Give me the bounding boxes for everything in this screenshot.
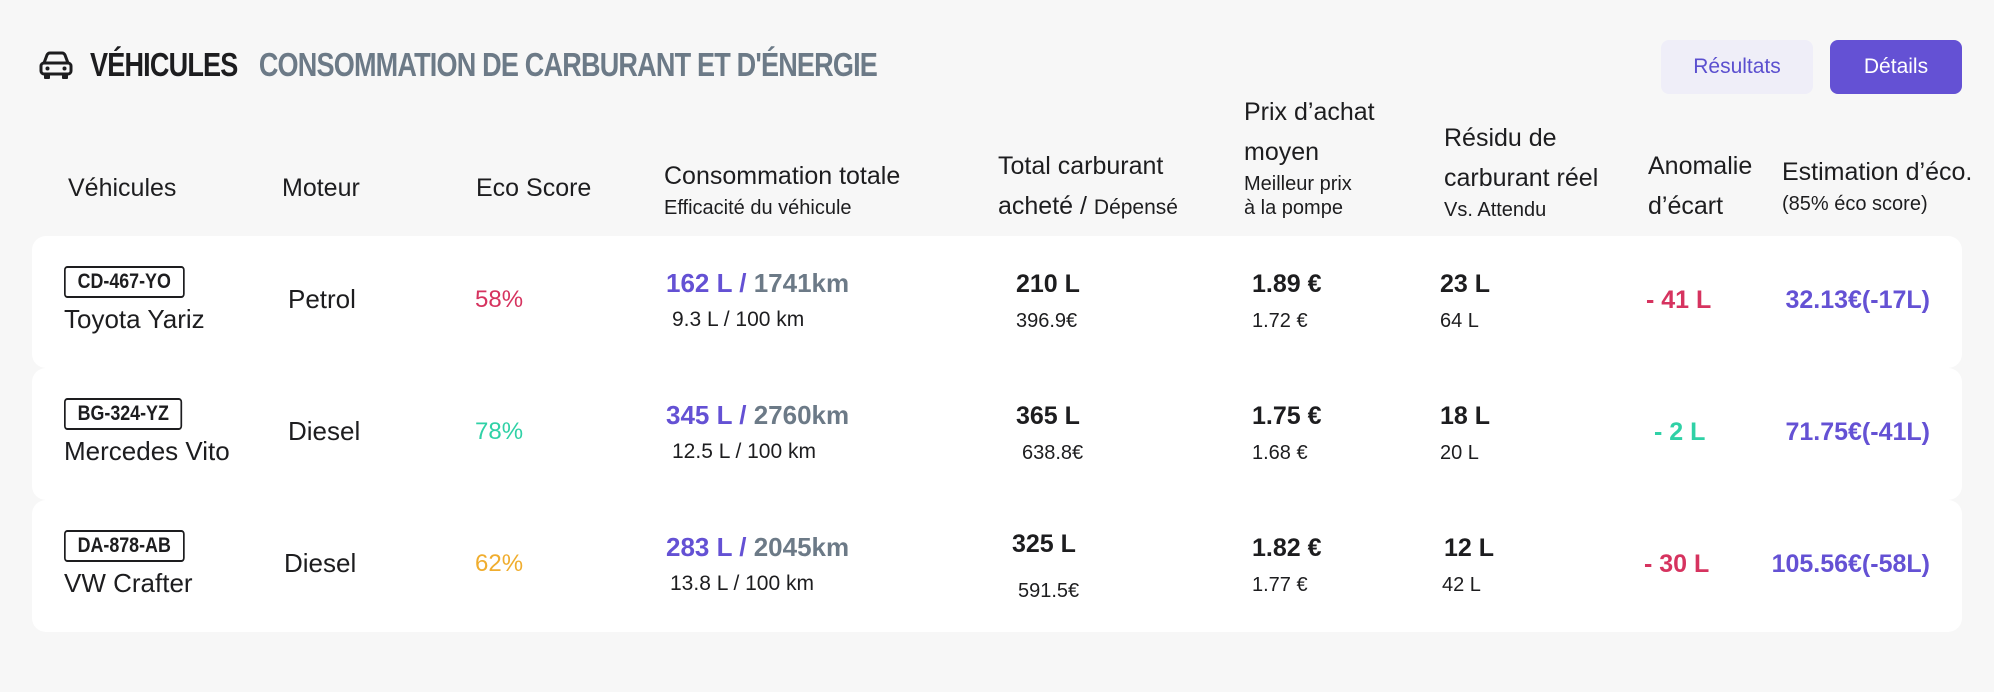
vehicle-efficiency: 13.8 L / 100 km — [670, 572, 814, 595]
eco-score: 62% — [475, 550, 524, 577]
residue-expected: 64 L — [1440, 310, 1479, 332]
best-price: 1.77 € — [1252, 574, 1308, 596]
average-price: 1.89 € — [1252, 270, 1322, 298]
engine-type: Petrol — [288, 284, 356, 314]
column-header-estimate-sub: (85% éco score) — [1782, 193, 1928, 215]
page-title: VÉHICULES — [90, 46, 238, 83]
fuel-spent: 396.9€ — [1016, 310, 1078, 332]
fuel-spent: 591.5€ — [1018, 580, 1080, 602]
column-header-consumption-sub: Efficacité du véhicule — [664, 197, 852, 219]
column-header-price-line1: Prix d’achat — [1244, 98, 1375, 126]
residue-real: 12 L — [1444, 534, 1495, 562]
average-price: 1.75 € — [1252, 402, 1322, 430]
total-consumption: 162 L / 1741km — [666, 268, 849, 299]
residue-expected: 20 L — [1440, 442, 1479, 464]
column-header-fuel: Total carburant acheté / Dépensé — [998, 146, 1178, 228]
column-header-estimate: Estimation d’éco. (85% éco score) — [1782, 152, 1972, 216]
residue-expected: 42 L — [1442, 574, 1481, 596]
license-plate: DA-878-AB — [64, 530, 185, 562]
savings-estimate: 71.75€(-41L) — [1785, 418, 1930, 446]
column-header-engine: Moteur — [282, 174, 360, 202]
column-header-consumption: Consommation totale Efficacité du véhicu… — [664, 156, 900, 220]
vehicle-name: Mercedes Vito — [64, 436, 230, 466]
residue-real: 23 L — [1440, 270, 1491, 298]
column-header-price: Prix d’achat moyen Meilleur prix à la po… — [1244, 92, 1375, 220]
engine-type: Diesel — [288, 416, 361, 446]
car-icon — [39, 51, 73, 79]
table-row[interactable]: BG-324-YZ Mercedes Vito Diesel 78% 345 L… — [32, 368, 1962, 500]
eco-score: 58% — [475, 286, 524, 313]
column-header-anomaly-line2: d’écart — [1648, 192, 1724, 220]
consumption-liters: 283 L / — [666, 532, 747, 562]
column-header-fuel-spent: Dépensé — [1093, 196, 1178, 219]
column-header-price-line2: moyen — [1244, 138, 1320, 166]
details-button[interactable]: Détails — [1830, 40, 1962, 94]
license-plate: CD-467-YO — [64, 266, 185, 298]
panel-title: VÉHICULES CONSOMMATION DE CARBURANT ET D'… — [90, 46, 878, 84]
column-header-fuel-line1: Total carburant — [998, 152, 1164, 180]
page-subtitle: CONSOMMATION DE CARBURANT ET D'ÉNERGIE — [258, 46, 878, 83]
total-consumption: 283 L / 2045km — [666, 532, 849, 563]
savings-estimate: 105.56€(-58L) — [1771, 550, 1930, 578]
consumption-distance: 2760km — [753, 400, 850, 430]
column-header-price-sub1: Meilleur prix — [1244, 173, 1352, 195]
column-header-fuel-line2: acheté / — [998, 192, 1087, 220]
fuel-bought: 365 L — [1016, 402, 1080, 430]
total-consumption: 345 L / 2760km — [666, 400, 849, 431]
best-price: 1.68 € — [1252, 442, 1308, 464]
column-header-residue: Résidu de carburant réel Vs. Attendu — [1444, 118, 1598, 222]
fuel-spent: 638.8€ — [1022, 442, 1084, 464]
license-plate: BG-324-YZ — [64, 398, 183, 430]
consumption-liters: 345 L / — [666, 400, 747, 430]
consumption-distance: 2045km — [753, 532, 850, 562]
column-header-residue-sub: Vs. Attendu — [1444, 199, 1547, 221]
table-row[interactable]: DA-878-AB VW Crafter Diesel 62% 283 L / … — [32, 500, 1962, 632]
column-header-residue-line1: Résidu de — [1444, 124, 1557, 152]
residue-real: 18 L — [1440, 402, 1491, 430]
vehicle-name: Toyota Yariz — [64, 304, 205, 334]
vehicle-name: VW Crafter — [64, 568, 193, 598]
column-header-residue-line2: carburant réel — [1444, 164, 1599, 192]
eco-score: 78% — [475, 418, 524, 445]
anomaly-value: - 41 L — [1646, 286, 1712, 314]
fuel-bought: 325 L — [1012, 530, 1076, 558]
column-header-consumption-title: Consommation totale — [664, 162, 901, 190]
vehicle-efficiency: 12.5 L / 100 km — [672, 440, 816, 463]
fuel-bought: 210 L — [1016, 270, 1080, 298]
column-header-price-sub2: à la pompe — [1244, 197, 1343, 219]
column-header-eco-score: Eco Score — [476, 174, 592, 202]
consumption-distance: 1741km — [753, 268, 850, 298]
best-price: 1.72 € — [1252, 310, 1308, 332]
column-header-anomaly-line1: Anomalie — [1648, 152, 1753, 180]
panel-header: VÉHICULES CONSOMMATION DE CARBURANT ET D'… — [38, 38, 1050, 92]
table-row[interactable]: CD-467-YO Toyota Yariz Petrol 58% 162 L … — [32, 236, 1962, 368]
anomaly-value: - 30 L — [1644, 550, 1710, 578]
column-header-vehicles: Véhicules — [68, 174, 177, 202]
savings-estimate: 32.13€(-17L) — [1785, 286, 1930, 314]
average-price: 1.82 € — [1252, 534, 1322, 562]
results-button[interactable]: Résultats — [1661, 40, 1813, 94]
column-header-anomaly: Anomalie d’écart — [1648, 146, 1752, 226]
anomaly-value: - 2 L — [1654, 418, 1706, 446]
consumption-liters: 162 L / — [666, 268, 747, 298]
column-header-estimate-title: Estimation d’éco. — [1782, 158, 1973, 186]
engine-type: Diesel — [284, 548, 357, 578]
vehicle-efficiency: 9.3 L / 100 km — [672, 308, 805, 331]
